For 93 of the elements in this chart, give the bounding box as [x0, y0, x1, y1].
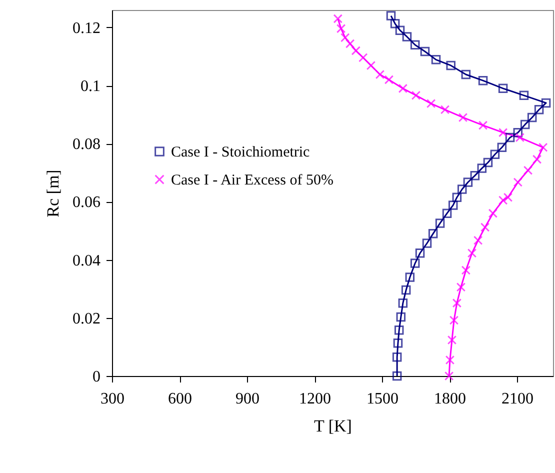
point	[446, 60, 456, 70]
legend-label: Case I - Air Excess of 50%	[171, 172, 334, 188]
point	[478, 120, 488, 130]
point	[480, 222, 490, 232]
point	[396, 312, 406, 322]
point	[366, 60, 376, 70]
point	[431, 55, 441, 64]
x-tick-label: 900	[236, 390, 260, 408]
point	[515, 132, 525, 142]
point	[351, 46, 361, 56]
point	[422, 238, 432, 248]
x-tick-label: 2100	[502, 390, 534, 408]
point	[473, 236, 483, 245]
point	[461, 266, 471, 275]
point	[440, 105, 450, 114]
y-tick-label: 0.08	[72, 136, 100, 154]
point	[519, 90, 529, 100]
point	[490, 150, 500, 159]
point	[435, 218, 445, 228]
point	[442, 208, 452, 218]
point	[513, 178, 523, 187]
point	[333, 14, 343, 24]
point	[393, 338, 403, 348]
point	[386, 11, 396, 20]
point	[478, 76, 488, 86]
point	[336, 24, 346, 34]
x-tick-label: 1800	[434, 390, 466, 408]
point	[497, 142, 507, 152]
point	[395, 26, 405, 35]
point	[402, 32, 412, 42]
x-tick-label: 1500	[366, 390, 398, 408]
x-tick-label: 300	[100, 390, 124, 408]
x-tick-label: 600	[168, 390, 192, 408]
point	[449, 316, 459, 325]
point	[448, 200, 458, 210]
point	[488, 208, 498, 218]
point	[398, 84, 408, 94]
y-tick-label: 0.02	[72, 310, 100, 328]
point	[458, 112, 468, 122]
point	[401, 285, 411, 295]
x-axis-title: T [K]	[314, 416, 352, 436]
point	[420, 46, 430, 56]
point	[394, 325, 404, 335]
point	[477, 164, 487, 173]
point	[428, 229, 438, 238]
x-tick-label: 1200	[299, 390, 331, 408]
point	[505, 132, 515, 142]
point	[415, 248, 425, 258]
point	[498, 128, 508, 138]
point	[445, 355, 455, 365]
point	[527, 112, 537, 122]
point	[541, 98, 551, 108]
point	[410, 40, 420, 50]
point	[513, 128, 523, 138]
point	[340, 32, 350, 42]
point	[398, 298, 408, 308]
y-axis-title: Rc [m]	[44, 170, 62, 218]
point	[520, 120, 530, 130]
point	[503, 192, 513, 202]
point	[532, 154, 542, 164]
y-tick-label: 0.1	[80, 78, 100, 96]
point	[410, 258, 420, 268]
point	[384, 75, 394, 84]
point	[411, 90, 421, 100]
point	[426, 98, 436, 108]
point	[444, 371, 454, 381]
point	[390, 19, 400, 28]
y-tick-label: 0	[92, 368, 100, 386]
point	[538, 142, 548, 152]
point	[498, 196, 508, 205]
point	[405, 272, 415, 282]
y-tick-label: 0.12	[72, 20, 100, 37]
point	[463, 178, 473, 187]
point	[470, 170, 480, 180]
point	[467, 248, 477, 258]
y-tick-label: 0.04	[72, 252, 100, 270]
point	[392, 371, 402, 381]
point	[392, 352, 402, 362]
point	[452, 192, 462, 202]
point	[447, 335, 457, 345]
legend-label: Case I - Stoichiometric	[171, 144, 310, 160]
point	[452, 298, 462, 308]
point	[456, 282, 466, 292]
point	[461, 70, 471, 80]
point	[534, 105, 544, 114]
point	[523, 166, 533, 175]
point	[345, 39, 355, 48]
point	[358, 53, 368, 62]
point	[498, 84, 508, 94]
point	[483, 158, 493, 168]
point	[375, 70, 385, 80]
y-tick-label: 0.06	[72, 194, 100, 212]
point	[457, 184, 467, 194]
